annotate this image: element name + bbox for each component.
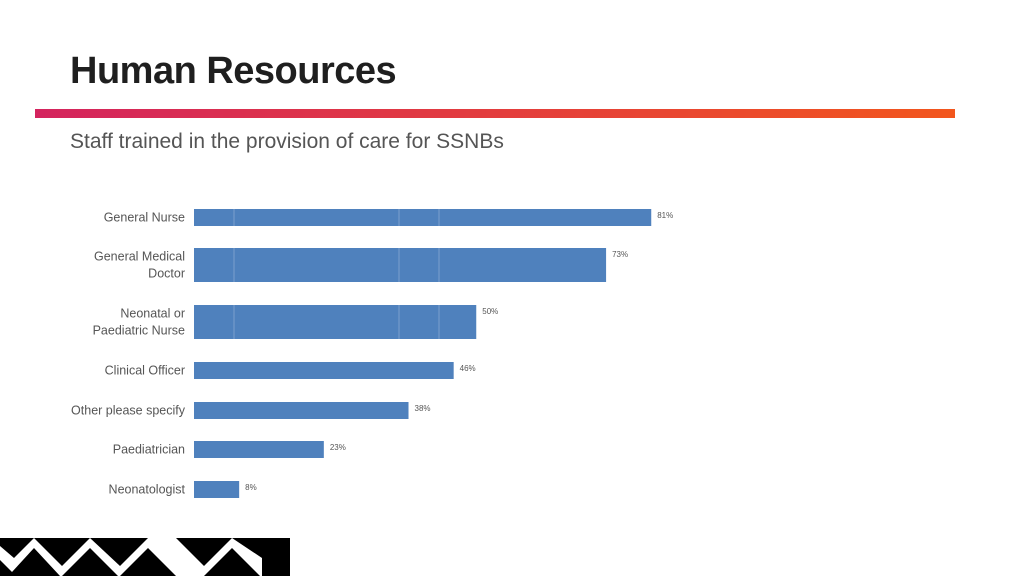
chevron-shape-8 — [232, 538, 290, 576]
bar-6 — [194, 481, 240, 498]
category-label-6: Neonatologist — [109, 483, 186, 497]
chevron-shape-0 — [0, 538, 34, 558]
value-label-2: 50% — [482, 307, 498, 316]
bar-0 — [194, 209, 652, 226]
category-label-5: Paediatrician — [113, 443, 185, 457]
category-label-4: Other please specify — [71, 404, 186, 418]
chevron-shape-2 — [34, 538, 90, 566]
value-label-0: 81% — [657, 211, 673, 220]
value-label-5: 23% — [330, 443, 346, 452]
chevron-shape-4 — [90, 538, 148, 566]
bar-3 — [194, 362, 454, 379]
category-label-0: General Nurse — [104, 211, 185, 225]
value-label-1: 73% — [612, 250, 628, 259]
bar-2 — [194, 305, 477, 339]
accent-divider — [35, 109, 955, 118]
chevron-shape-6 — [176, 538, 232, 566]
chevron-shape-3 — [62, 548, 118, 576]
value-label-3: 46% — [460, 364, 476, 373]
category-label-3: Clinical Officer — [105, 364, 185, 378]
chevron-shape-5 — [120, 548, 176, 576]
page-title: Human Resources — [70, 50, 397, 92]
chevron-shape-7 — [204, 548, 260, 576]
category-label-2: Neonatal or Paediatric Nurse — [93, 307, 185, 338]
bar-chart: 81% General Nurse 73% General Medical Doctor… — [71, 209, 673, 498]
chevron-shape-1 — [0, 548, 60, 576]
category-label-1: General Medical Doctor — [94, 250, 185, 281]
bar-1 — [194, 248, 607, 282]
chart-subtitle: Staff trained in the provision of care f… — [70, 130, 504, 153]
decorative-chevron-pattern — [0, 538, 290, 576]
bar-4 — [194, 402, 409, 419]
value-label-6: 8% — [245, 483, 257, 492]
value-label-4: 38% — [415, 404, 431, 413]
bar-5 — [194, 441, 324, 458]
